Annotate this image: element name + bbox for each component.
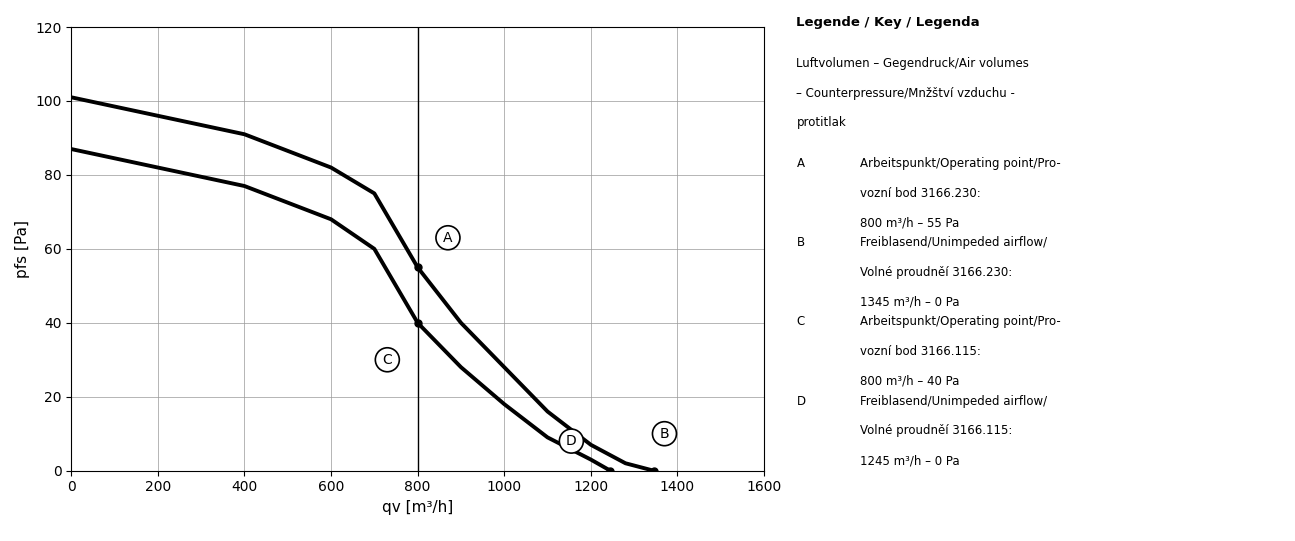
- Y-axis label: pfs [Pa]: pfs [Pa]: [14, 220, 30, 278]
- Text: C: C: [796, 315, 804, 328]
- Text: Volné proudněí 3166.230:: Volné proudněí 3166.230:: [860, 266, 1013, 279]
- Ellipse shape: [559, 429, 583, 453]
- Text: C: C: [382, 353, 392, 367]
- Text: A: A: [796, 157, 804, 170]
- Text: D: D: [796, 395, 805, 408]
- Text: Freiblasend/Unimpeded airflow/: Freiblasend/Unimpeded airflow/: [860, 395, 1048, 408]
- Ellipse shape: [376, 348, 399, 372]
- Ellipse shape: [436, 226, 460, 250]
- Text: 800 m³/h – 55 Pa: 800 m³/h – 55 Pa: [860, 216, 960, 229]
- Ellipse shape: [653, 421, 676, 446]
- Text: D: D: [566, 434, 576, 448]
- Text: A: A: [443, 231, 453, 245]
- Text: Arbeitspunkt/Operating point/Pro-: Arbeitspunkt/Operating point/Pro-: [860, 315, 1061, 328]
- Text: 800 m³/h – 40 Pa: 800 m³/h – 40 Pa: [860, 375, 960, 388]
- Text: vozní bod 3166.230:: vozní bod 3166.230:: [860, 187, 982, 200]
- Text: Arbeitspunkt/Operating point/Pro-: Arbeitspunkt/Operating point/Pro-: [860, 157, 1061, 170]
- Text: – Counterpressure/Mnžštví vzduchu -: – Counterpressure/Mnžštví vzduchu -: [796, 87, 1015, 100]
- Text: 1245 m³/h – 0 Pa: 1245 m³/h – 0 Pa: [860, 454, 960, 467]
- Text: B: B: [796, 236, 804, 249]
- Text: Luftvolumen – Gegendruck/Air volumes: Luftvolumen – Gegendruck/Air volumes: [796, 57, 1030, 70]
- Text: protitlak: protitlak: [796, 116, 846, 129]
- Text: Freiblasend/Unimpeded airflow/: Freiblasend/Unimpeded airflow/: [860, 236, 1048, 249]
- Text: vozní bod 3166.115:: vozní bod 3166.115:: [860, 345, 982, 358]
- Text: Legende / Key / Legenda: Legende / Key / Legenda: [796, 16, 980, 29]
- Text: B: B: [659, 427, 670, 441]
- X-axis label: qv [m³/h]: qv [m³/h]: [382, 500, 453, 515]
- Text: 1345 m³/h – 0 Pa: 1345 m³/h – 0 Pa: [860, 296, 960, 309]
- Text: Volné proudněí 3166.115:: Volné proudněí 3166.115:: [860, 425, 1013, 438]
